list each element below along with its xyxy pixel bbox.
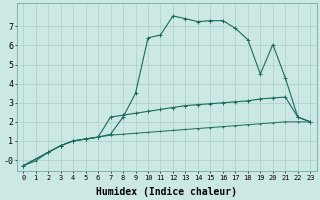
X-axis label: Humidex (Indice chaleur): Humidex (Indice chaleur) (96, 186, 237, 197)
